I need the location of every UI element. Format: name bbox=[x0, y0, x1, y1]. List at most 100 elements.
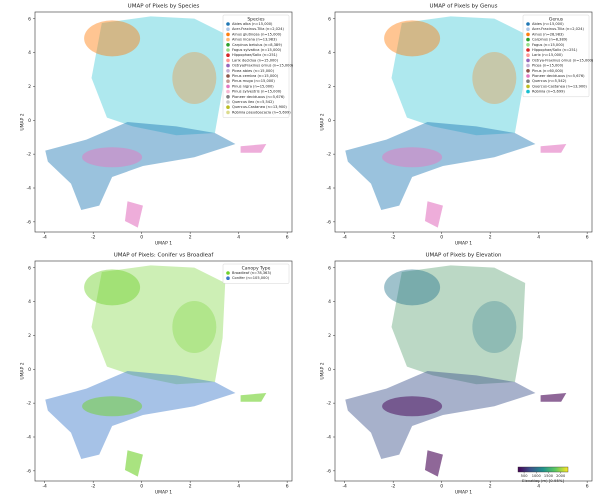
legend-marker bbox=[526, 27, 530, 32]
legend-label: Picea abies (n=15,000) bbox=[232, 69, 275, 73]
x-tick-label: 0 bbox=[440, 484, 443, 490]
chart-title: UMAP of Pixels by Species bbox=[128, 4, 200, 10]
legend-label: Pinus mugo (n=15,000) bbox=[232, 79, 275, 83]
point-cloud bbox=[84, 269, 141, 306]
panel: UMAP of Pixels: Conifer vs Broadleaf -4 -2… bbox=[20, 253, 293, 496]
legend-label: Carpinus (n=8,389) bbox=[532, 38, 568, 42]
panel: UMAP of Pixels by Elevation -4 -2 0 2 4 6 -6 -4 -… bbox=[320, 253, 593, 496]
chart-title: UMAP of Pixels by Elevation bbox=[425, 253, 502, 259]
panel: UMAP of Pixels by Genus -4 -2 0 2 4 6 -6 -4 -2 0 2 4… bbox=[320, 4, 594, 247]
legend-label: Pinus nigra (n=15,000) bbox=[232, 84, 274, 88]
y-tick-label: -6 bbox=[27, 219, 32, 225]
legend-marker bbox=[526, 32, 530, 37]
point-cloud bbox=[382, 147, 443, 168]
legend-marker bbox=[226, 95, 230, 99]
legend-label: Pinus (n=60,000) bbox=[532, 69, 564, 73]
point-cloud bbox=[45, 122, 236, 210]
legend-marker bbox=[226, 276, 230, 280]
legend-label: Quercus-Castanea (n=13,900) bbox=[232, 105, 287, 109]
legend-marker bbox=[526, 89, 530, 94]
point-cloud bbox=[82, 396, 143, 417]
legend-marker bbox=[226, 32, 230, 37]
legend-label: Larix (n=15,000) bbox=[532, 53, 563, 57]
x-tick-label: 4 bbox=[237, 235, 240, 241]
point-cloud bbox=[45, 371, 236, 459]
panel: UMAP of Pixels by Species -4 -2 0 2 4 6 -6 -4 -2 0… bbox=[20, 4, 294, 247]
point-cloud bbox=[345, 371, 536, 459]
y-tick-label: 6 bbox=[28, 265, 31, 271]
legend-marker bbox=[526, 69, 530, 73]
point-cloud bbox=[82, 147, 143, 168]
colorbar-tick-label: 500 bbox=[521, 474, 529, 478]
legend-marker bbox=[226, 74, 230, 78]
colorbar-tick-label: 1500 bbox=[544, 474, 554, 478]
legend-label: Ostrya/Fraxinus ornus (n=15,000) bbox=[232, 64, 294, 68]
plot-area bbox=[334, 260, 593, 482]
y-axis-label: UMAP 2 bbox=[20, 362, 26, 379]
y-tick-label: 6 bbox=[328, 16, 331, 22]
legend-label: Alnus glutinosa (n=15,000) bbox=[232, 32, 282, 36]
y-tick-label: 0 bbox=[28, 118, 31, 124]
legend-box bbox=[222, 263, 290, 284]
point-cloud bbox=[384, 20, 441, 57]
y-tick-label: 0 bbox=[328, 118, 331, 124]
legend-label: Hippophae/Salix (n=251) bbox=[232, 53, 278, 57]
legend-marker bbox=[226, 84, 230, 89]
point-cloud bbox=[124, 201, 143, 228]
legend-marker bbox=[226, 22, 230, 26]
legend-marker bbox=[526, 84, 530, 89]
y-tick-label: -4 bbox=[27, 186, 32, 192]
point-cloud bbox=[240, 393, 267, 402]
point-cloud bbox=[540, 393, 567, 402]
x-tick-label: 4 bbox=[537, 484, 540, 490]
x-tick-label: 2 bbox=[189, 484, 192, 490]
x-tick-label: -4 bbox=[42, 484, 47, 490]
legend-label: Ostrya-Fraxinus ornus (n=15,000) bbox=[532, 58, 594, 62]
y-tick-label: 2 bbox=[28, 84, 31, 90]
x-tick-label: 2 bbox=[189, 235, 192, 241]
point-cloud bbox=[391, 265, 526, 385]
legend-label: Hippophae/Salix (n=251) bbox=[532, 48, 578, 52]
x-tick-label: 4 bbox=[537, 235, 540, 241]
legend-label: Pinus sylvestris (n=15,000) bbox=[232, 90, 282, 94]
legend-label: Abies alba (n=15,000) bbox=[232, 22, 273, 26]
point-cloud bbox=[84, 20, 141, 57]
x-tick-label: -4 bbox=[342, 484, 347, 490]
y-tick-label: 4 bbox=[28, 299, 31, 305]
legend-label: Robinia pseudoacacia (n=5,699) bbox=[232, 110, 291, 114]
y-tick-label: 2 bbox=[328, 333, 331, 339]
legend-label: Quercus ilex (n=5,542) bbox=[232, 100, 274, 104]
x-tick-label: 6 bbox=[286, 235, 289, 241]
point-cloud bbox=[172, 52, 217, 104]
legend-label: Carpinus betulus (n=8,389) bbox=[232, 43, 282, 47]
colorbar-tick-label: 2000 bbox=[556, 474, 566, 478]
legend-marker bbox=[226, 110, 230, 115]
y-tick-label: -2 bbox=[327, 152, 332, 158]
y-tick-label: 2 bbox=[328, 84, 331, 90]
point-cloud bbox=[472, 52, 517, 104]
point-cloud bbox=[124, 450, 143, 477]
legend-label: Quercus (n=5,542) bbox=[532, 79, 567, 83]
x-tick-label: -2 bbox=[391, 484, 396, 490]
x-tick-label: 0 bbox=[140, 235, 143, 241]
y-axis-label: UMAP 2 bbox=[320, 362, 326, 379]
legend-marker bbox=[226, 27, 230, 32]
legend-marker bbox=[526, 53, 530, 57]
legend-marker bbox=[226, 105, 230, 109]
legend-label: Abies (n=15,000) bbox=[532, 22, 564, 26]
y-tick-label: 4 bbox=[328, 299, 331, 305]
legend-marker bbox=[526, 37, 530, 42]
y-tick-label: 0 bbox=[328, 367, 331, 373]
legend-label: Alnus incana (n=13,983) bbox=[232, 38, 277, 42]
point-cloud bbox=[540, 144, 567, 153]
y-tick-label: -4 bbox=[327, 435, 332, 441]
x-tick-label: -2 bbox=[91, 484, 96, 490]
x-axis-label: UMAP 1 bbox=[455, 490, 472, 496]
legend-marker bbox=[226, 48, 230, 52]
legend-label: Fagus sylvatica (n=15,000) bbox=[232, 48, 282, 52]
y-tick-label: -2 bbox=[27, 401, 32, 407]
point-cloud bbox=[172, 301, 217, 353]
legend-marker bbox=[526, 22, 530, 26]
y-axis-label: UMAP 2 bbox=[20, 113, 26, 130]
